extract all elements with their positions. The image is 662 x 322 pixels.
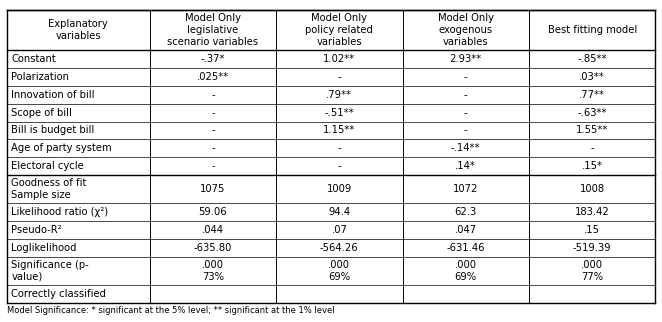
Text: -.63**: -.63** [577, 108, 607, 118]
Text: Loglikelihood: Loglikelihood [11, 243, 77, 253]
Text: -.51**: -.51** [324, 108, 354, 118]
Text: .07: .07 [332, 225, 348, 235]
Text: Best fitting model: Best fitting model [547, 25, 637, 35]
Text: -: - [211, 143, 214, 153]
Text: -: - [338, 143, 341, 153]
Text: -: - [211, 108, 214, 118]
Text: .14*: .14* [455, 161, 476, 171]
Text: Polarization: Polarization [11, 72, 70, 82]
Text: .025**: .025** [197, 72, 229, 82]
Text: Constant: Constant [11, 54, 56, 64]
Text: 1008: 1008 [580, 184, 604, 194]
Text: 1072: 1072 [453, 184, 479, 194]
Text: -: - [464, 72, 467, 82]
Text: 1.02**: 1.02** [323, 54, 355, 64]
Text: 62.3: 62.3 [455, 207, 477, 217]
Text: .03**: .03** [579, 72, 605, 82]
Text: 1.55**: 1.55** [576, 126, 608, 136]
Text: 1075: 1075 [200, 184, 226, 194]
Text: .000
77%: .000 77% [581, 260, 603, 281]
Text: Scope of bill: Scope of bill [11, 108, 72, 118]
Text: 1009: 1009 [326, 184, 352, 194]
Text: -519.39: -519.39 [573, 243, 612, 253]
Text: .000
73%: .000 73% [202, 260, 224, 281]
Text: Explanatory
variables: Explanatory variables [48, 19, 108, 41]
Text: .15*: .15* [582, 161, 602, 171]
Text: -.85**: -.85** [577, 54, 607, 64]
Text: .15: .15 [584, 225, 600, 235]
Text: Model Only
exogenous
variables: Model Only exogenous variables [438, 13, 494, 46]
Text: .000
69%: .000 69% [455, 260, 477, 281]
Text: Correctly classified: Correctly classified [11, 289, 107, 299]
Text: Innovation of bill: Innovation of bill [11, 90, 95, 100]
Text: .000
69%: .000 69% [328, 260, 350, 281]
Text: -: - [591, 143, 594, 153]
Text: Model Significance: * significant at the 5% level; ** significant at the 1% leve: Model Significance: * significant at the… [7, 306, 334, 315]
Text: 59.06: 59.06 [199, 207, 227, 217]
Text: Age of party system: Age of party system [11, 143, 112, 153]
Text: Likelihood ratio (χ²): Likelihood ratio (χ²) [11, 207, 109, 217]
Text: -564.26: -564.26 [320, 243, 359, 253]
Text: Goodness of fit
Sample size: Goodness of fit Sample size [11, 178, 87, 200]
Text: -: - [211, 126, 214, 136]
Text: -: - [464, 108, 467, 118]
Text: .77**: .77** [579, 90, 605, 100]
Text: 183.42: 183.42 [575, 207, 610, 217]
Text: .79**: .79** [326, 90, 352, 100]
Text: Electoral cycle: Electoral cycle [11, 161, 84, 171]
Text: -631.46: -631.46 [446, 243, 485, 253]
Text: -.37*: -.37* [201, 54, 225, 64]
Text: .047: .047 [455, 225, 477, 235]
Text: 94.4: 94.4 [328, 207, 350, 217]
Text: Bill is budget bill: Bill is budget bill [11, 126, 95, 136]
Text: 2.93**: 2.93** [449, 54, 482, 64]
Text: -.14**: -.14** [451, 143, 481, 153]
Text: -: - [464, 126, 467, 136]
Text: -: - [211, 90, 214, 100]
Text: Model Only
policy related
variables: Model Only policy related variables [305, 13, 373, 46]
Text: .044: .044 [202, 225, 224, 235]
Text: -: - [464, 90, 467, 100]
Text: Model Only
legislative
scenario variables: Model Only legislative scenario variable… [167, 13, 258, 46]
Text: Significance (p-
value): Significance (p- value) [11, 260, 89, 281]
Text: -635.80: -635.80 [194, 243, 232, 253]
Text: -: - [338, 161, 341, 171]
Text: 1.15**: 1.15** [323, 126, 355, 136]
Text: -: - [338, 72, 341, 82]
Text: Pseudo-R²: Pseudo-R² [11, 225, 62, 235]
Text: -: - [211, 161, 214, 171]
